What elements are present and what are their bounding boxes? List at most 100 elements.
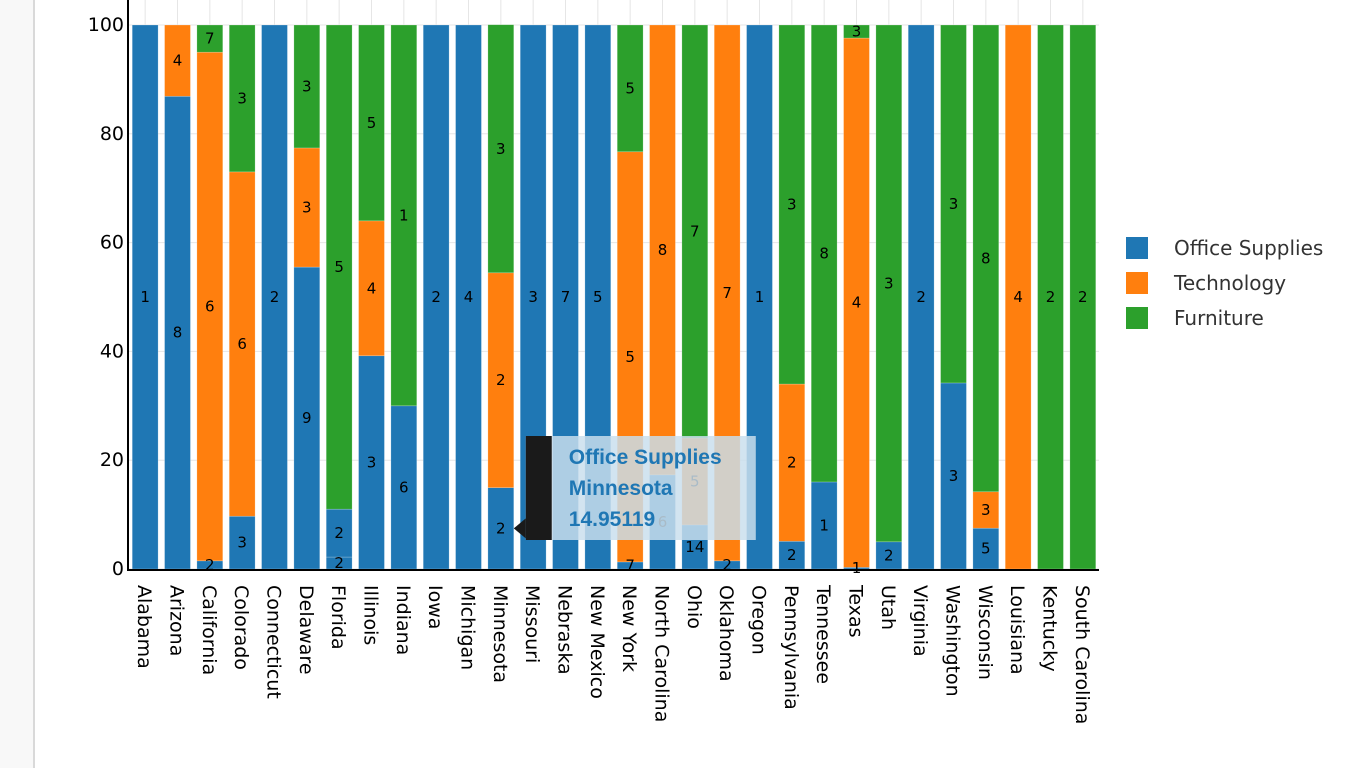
bar-segment-furniture[interactable] xyxy=(778,24,806,385)
bar-data-label: 4 xyxy=(464,288,474,306)
bar-segment-furniture[interactable] xyxy=(972,24,1000,493)
tooltip-line: Office Supplies xyxy=(569,446,722,469)
x-tick-label: Missouri xyxy=(521,585,543,663)
bar-data-label: 1 xyxy=(819,516,829,534)
bar-segment-technology[interactable] xyxy=(1004,24,1032,570)
x-tick-label: Ohio xyxy=(683,585,705,629)
bar-data-label: 2 xyxy=(916,288,926,306)
bar-data-label: 3 xyxy=(787,196,797,214)
bar-data-label: 5 xyxy=(334,258,344,276)
bar-data-label: 2 xyxy=(884,546,894,564)
y-tick-label: 80 xyxy=(100,123,124,145)
bar-data-label: 8 xyxy=(819,244,829,262)
bar-segment-furniture[interactable] xyxy=(390,24,418,407)
x-tick-label: Florida xyxy=(327,585,349,650)
bar-segment-office-supplies[interactable] xyxy=(293,266,321,570)
x-tick-label: North Carolina xyxy=(651,585,673,722)
bar-segment-office-supplies[interactable] xyxy=(455,24,482,570)
bar-segment-office-supplies[interactable] xyxy=(131,24,159,570)
bar-data-label: 7 xyxy=(690,222,700,240)
bar-segment-technology[interactable] xyxy=(487,272,515,488)
bar-data-label: 3 xyxy=(852,23,862,41)
bar-segment-office-supplies[interactable] xyxy=(164,95,191,570)
bar-data-label: 3 xyxy=(302,77,312,95)
bar-segment-technology[interactable] xyxy=(972,491,1000,529)
bar-data-label: 7 xyxy=(205,30,215,48)
bar-data-label: 5 xyxy=(625,348,635,366)
x-tick-label: New Mexico xyxy=(586,585,608,699)
bar-segment-furniture[interactable] xyxy=(940,24,967,384)
x-tick-label: Minnesota xyxy=(489,585,511,683)
x-tick-label: Colorado xyxy=(230,585,252,670)
bar-segment-furniture[interactable] xyxy=(843,24,870,39)
x-tick-label: Virginia xyxy=(909,585,931,657)
bar-segment-office-supplies[interactable] xyxy=(422,24,450,570)
bar-segment-furniture[interactable] xyxy=(293,24,321,149)
bar-data-label: 2 xyxy=(787,546,797,564)
x-tick-label: Louisiana xyxy=(1006,585,1028,675)
x-tick-label: Utah xyxy=(877,585,899,630)
bar-segment-furniture[interactable] xyxy=(325,24,353,510)
bar-data-label: 5 xyxy=(367,114,377,132)
bar-segment-furniture[interactable] xyxy=(681,24,709,439)
bar-data-label: 7 xyxy=(625,556,635,574)
x-tick-label: Arizona xyxy=(166,585,188,656)
bar-data-label: 2 xyxy=(205,556,215,574)
bar-segment-furniture[interactable] xyxy=(1069,24,1097,570)
x-tick-label: Oregon xyxy=(748,585,770,655)
legend-item-technology[interactable]: Technology xyxy=(1126,271,1286,295)
bar-segment-furniture[interactable] xyxy=(875,24,903,543)
bar-segment-technology[interactable] xyxy=(778,383,806,542)
legend-swatch xyxy=(1126,237,1148,259)
bar-data-label: 8 xyxy=(658,241,668,259)
bar-data-label: 3 xyxy=(949,467,959,485)
tooltip-box xyxy=(525,436,756,540)
bar-segment-furniture[interactable] xyxy=(228,24,256,173)
bars[interactable] xyxy=(131,24,1097,570)
bar-segment-technology[interactable] xyxy=(164,24,191,97)
legend-swatch xyxy=(1126,272,1148,294)
bar-segment-technology[interactable] xyxy=(293,147,321,268)
bar-data-label: 2 xyxy=(334,524,344,542)
bar-segment-furniture[interactable] xyxy=(616,24,644,153)
bar-data-label: 3 xyxy=(981,501,991,519)
tooltip-pointer-bar xyxy=(525,436,552,540)
x-tick-label: Illinois xyxy=(360,585,382,645)
bar-segment-technology[interactable] xyxy=(196,51,224,562)
x-tick-label: Iowa xyxy=(424,585,446,629)
y-tick-label: 100 xyxy=(88,14,124,36)
bar-segment-office-supplies[interactable] xyxy=(940,382,967,570)
x-tick-label: Michigan xyxy=(457,585,479,670)
tooltip-line: 14.95119 xyxy=(569,508,655,531)
bar-segment-office-supplies[interactable] xyxy=(228,515,256,570)
bar-data-label: 5 xyxy=(593,288,603,306)
bar-data-label: 4 xyxy=(1013,288,1023,306)
tooltip-arrow xyxy=(513,518,526,539)
bar-segment-technology[interactable] xyxy=(228,171,256,517)
bar-segment-furniture[interactable] xyxy=(1037,24,1064,570)
x-tick-label: California xyxy=(198,585,220,675)
bar-segment-technology[interactable] xyxy=(649,24,676,476)
bar-segment-furniture[interactable] xyxy=(487,24,515,274)
bar-data-label: 3 xyxy=(302,199,312,217)
bar-data-label: 3 xyxy=(367,453,377,471)
bar-segment-office-supplies[interactable] xyxy=(261,24,288,570)
bar-data-label: 4 xyxy=(852,294,862,312)
x-tick-label: Oklahoma xyxy=(715,585,737,682)
tooltip-line: Minnesota xyxy=(569,477,673,500)
legend-label: Office Supplies xyxy=(1174,236,1323,260)
bar-segment-office-supplies[interactable] xyxy=(810,481,838,570)
bar-segment-furniture[interactable] xyxy=(196,24,224,53)
bar-segment-furniture[interactable] xyxy=(810,24,838,483)
legend-item-furniture[interactable]: Furniture xyxy=(1126,306,1264,330)
bar-segment-office-supplies[interactable] xyxy=(487,487,515,570)
bar-segment-furniture[interactable] xyxy=(358,24,385,222)
legend[interactable]: Office Supplies Technology Furniture xyxy=(1126,236,1323,330)
bar-data-label: 1 xyxy=(852,559,862,577)
bar-data-label: 2 xyxy=(270,288,280,306)
x-tick-label: Connecticut xyxy=(263,585,285,699)
x-tick-label: Tennessee xyxy=(812,584,834,684)
bar-segment-technology[interactable] xyxy=(843,37,870,568)
legend-item-office-supplies[interactable]: Office Supplies xyxy=(1126,236,1323,260)
